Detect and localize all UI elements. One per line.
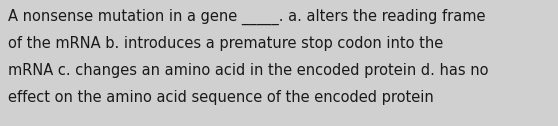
Text: mRNA c. changes an amino acid in the encoded protein d. has no: mRNA c. changes an amino acid in the enc… xyxy=(8,63,489,78)
Text: of the mRNA b. introduces a premature stop codon into the: of the mRNA b. introduces a premature st… xyxy=(8,36,444,51)
Text: A nonsense mutation in a gene _____. a. alters the reading frame: A nonsense mutation in a gene _____. a. … xyxy=(8,9,486,25)
Text: effect on the amino acid sequence of the encoded protein: effect on the amino acid sequence of the… xyxy=(8,90,434,105)
